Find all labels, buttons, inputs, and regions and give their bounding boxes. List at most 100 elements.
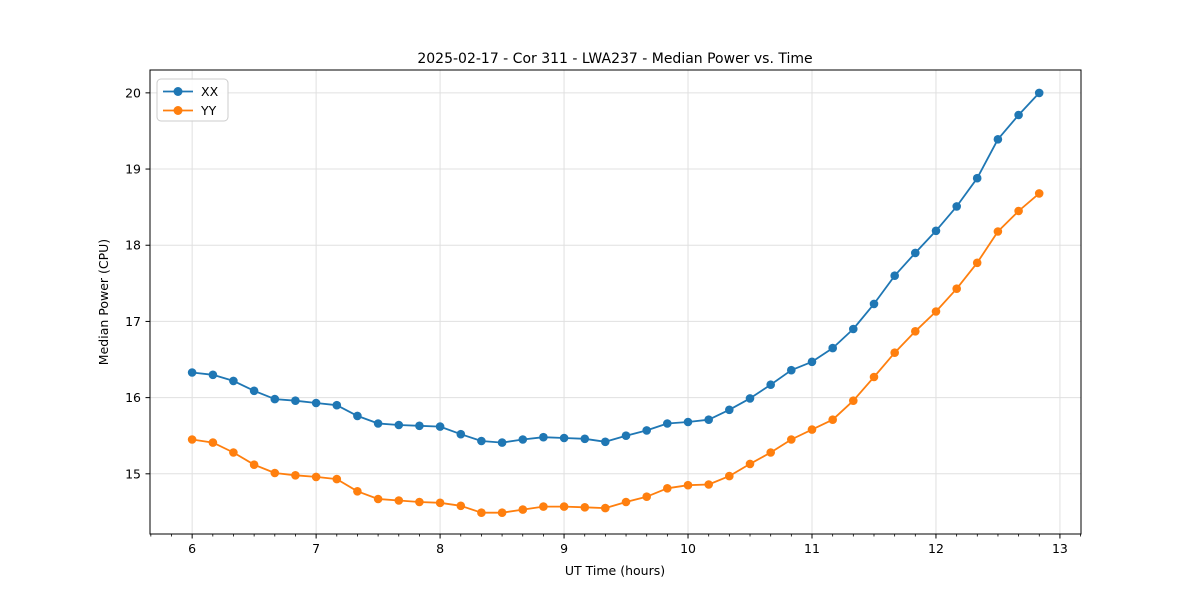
series-xx-point bbox=[704, 415, 713, 425]
series-xx-point bbox=[311, 398, 321, 408]
series-yy-point bbox=[229, 448, 238, 457]
y-tick-label: 17 bbox=[125, 314, 141, 329]
x-tick-label: 12 bbox=[928, 541, 944, 556]
series-yy-point bbox=[477, 508, 486, 517]
series-yy-point bbox=[353, 487, 362, 496]
series-xx-point bbox=[415, 421, 424, 431]
series-xx-point bbox=[435, 422, 445, 431]
x-tick-label: 13 bbox=[1052, 541, 1068, 556]
series-yy-point bbox=[270, 468, 280, 478]
series-yy-point bbox=[621, 497, 631, 507]
legend-label-yy: YY bbox=[200, 103, 217, 118]
series-yy-point bbox=[993, 227, 1003, 236]
series-yy-point bbox=[394, 496, 404, 505]
series-xx-point bbox=[766, 380, 775, 390]
series-yy-point bbox=[518, 505, 528, 514]
series-yy-point bbox=[1014, 206, 1023, 216]
series-xx-point bbox=[807, 357, 817, 367]
x-tick-label: 6 bbox=[188, 541, 196, 556]
y-tick-label: 15 bbox=[125, 466, 141, 481]
x-tick-label: 7 bbox=[312, 541, 320, 556]
series-yy-point bbox=[787, 435, 796, 444]
series-xx-point bbox=[1014, 110, 1023, 120]
series-xx-point bbox=[683, 417, 693, 427]
x-axis-label: UT Time (hours) bbox=[565, 563, 665, 578]
series-xx-point bbox=[249, 386, 259, 396]
series-yy-point bbox=[911, 327, 920, 336]
axes-spines bbox=[149, 69, 1082, 535]
series-xx-point bbox=[787, 365, 796, 375]
series-xx-point bbox=[931, 226, 941, 236]
series-xx-point bbox=[539, 432, 548, 442]
series-yy-point bbox=[580, 503, 590, 512]
series-yy-point bbox=[1034, 189, 1044, 198]
x-tick-label: 11 bbox=[804, 541, 820, 556]
series-xx-point bbox=[353, 411, 362, 421]
y-tick-label: 20 bbox=[125, 85, 141, 100]
y-tick-label: 16 bbox=[125, 390, 141, 405]
series-yy-point bbox=[559, 502, 569, 511]
series-xx-point bbox=[518, 435, 528, 444]
series-yy-point bbox=[745, 459, 755, 469]
series-xx-point bbox=[972, 173, 982, 183]
legend-marker-yy bbox=[173, 106, 183, 115]
series-xx-point bbox=[270, 394, 280, 404]
series-yy-point bbox=[931, 307, 941, 316]
series-group bbox=[187, 88, 1044, 517]
legend-item-yy: YY bbox=[163, 103, 217, 118]
series-xx-point bbox=[229, 376, 238, 386]
series-yy-point bbox=[539, 502, 548, 511]
y-tick-label: 19 bbox=[125, 162, 141, 177]
series-xx-point bbox=[373, 419, 383, 428]
series-xx-point bbox=[332, 400, 342, 410]
series-xx-point bbox=[642, 426, 651, 435]
series-yy-point bbox=[663, 484, 672, 493]
series-xx-point bbox=[601, 437, 610, 447]
series-yy-point bbox=[601, 503, 610, 513]
legend-label-xx: XX bbox=[201, 84, 219, 99]
chart-title: 2025-02-17 - Cor 311 - LWA237 - Median P… bbox=[417, 51, 812, 67]
series-yy-point bbox=[208, 438, 218, 447]
series-xx-point bbox=[1034, 88, 1044, 98]
x-tick-label: 8 bbox=[436, 541, 444, 556]
series-yy-point bbox=[332, 474, 342, 484]
series-xx-point bbox=[208, 370, 218, 380]
series-xx-point bbox=[911, 248, 920, 258]
series-xx-point bbox=[952, 202, 961, 211]
series-yy-point bbox=[291, 471, 300, 480]
legend: XX YY bbox=[156, 78, 229, 122]
series-yy-point bbox=[435, 498, 445, 508]
series-xx-point bbox=[993, 135, 1003, 144]
series-xx-point bbox=[394, 420, 404, 430]
series-xx-point bbox=[559, 433, 569, 443]
series-xx-point bbox=[580, 434, 590, 444]
series-yy-point bbox=[952, 284, 961, 294]
series-xx-point bbox=[621, 431, 631, 441]
ticks bbox=[145, 92, 1082, 539]
series-xx-point bbox=[291, 396, 300, 406]
x-tick-label: 9 bbox=[560, 541, 568, 556]
series-yy-point bbox=[415, 497, 424, 507]
series-yy-point bbox=[972, 258, 982, 268]
series-yy-point bbox=[642, 492, 651, 502]
series-yy-point bbox=[311, 472, 321, 482]
series-yy-point bbox=[890, 348, 899, 358]
series-xx-point bbox=[663, 419, 672, 428]
series-yy-point bbox=[828, 415, 837, 425]
series-xx-point bbox=[890, 271, 899, 281]
series-yy-point bbox=[497, 508, 507, 517]
series-xx-point bbox=[828, 343, 837, 353]
x-tick-label: 10 bbox=[680, 541, 696, 556]
y-axis-label: Median Power (CPU) bbox=[96, 239, 111, 365]
series-xx-point bbox=[869, 299, 879, 309]
series-xx-point bbox=[477, 436, 486, 446]
series-xx-point bbox=[187, 368, 197, 377]
series-xx-point bbox=[849, 324, 858, 334]
series-yy-point bbox=[249, 460, 259, 470]
series-xx-point bbox=[745, 394, 755, 403]
series-yy-point bbox=[456, 501, 466, 511]
legend-item-xx: XX bbox=[163, 84, 219, 99]
y-tick-label: 18 bbox=[125, 238, 141, 253]
series-yy-point bbox=[766, 448, 775, 457]
